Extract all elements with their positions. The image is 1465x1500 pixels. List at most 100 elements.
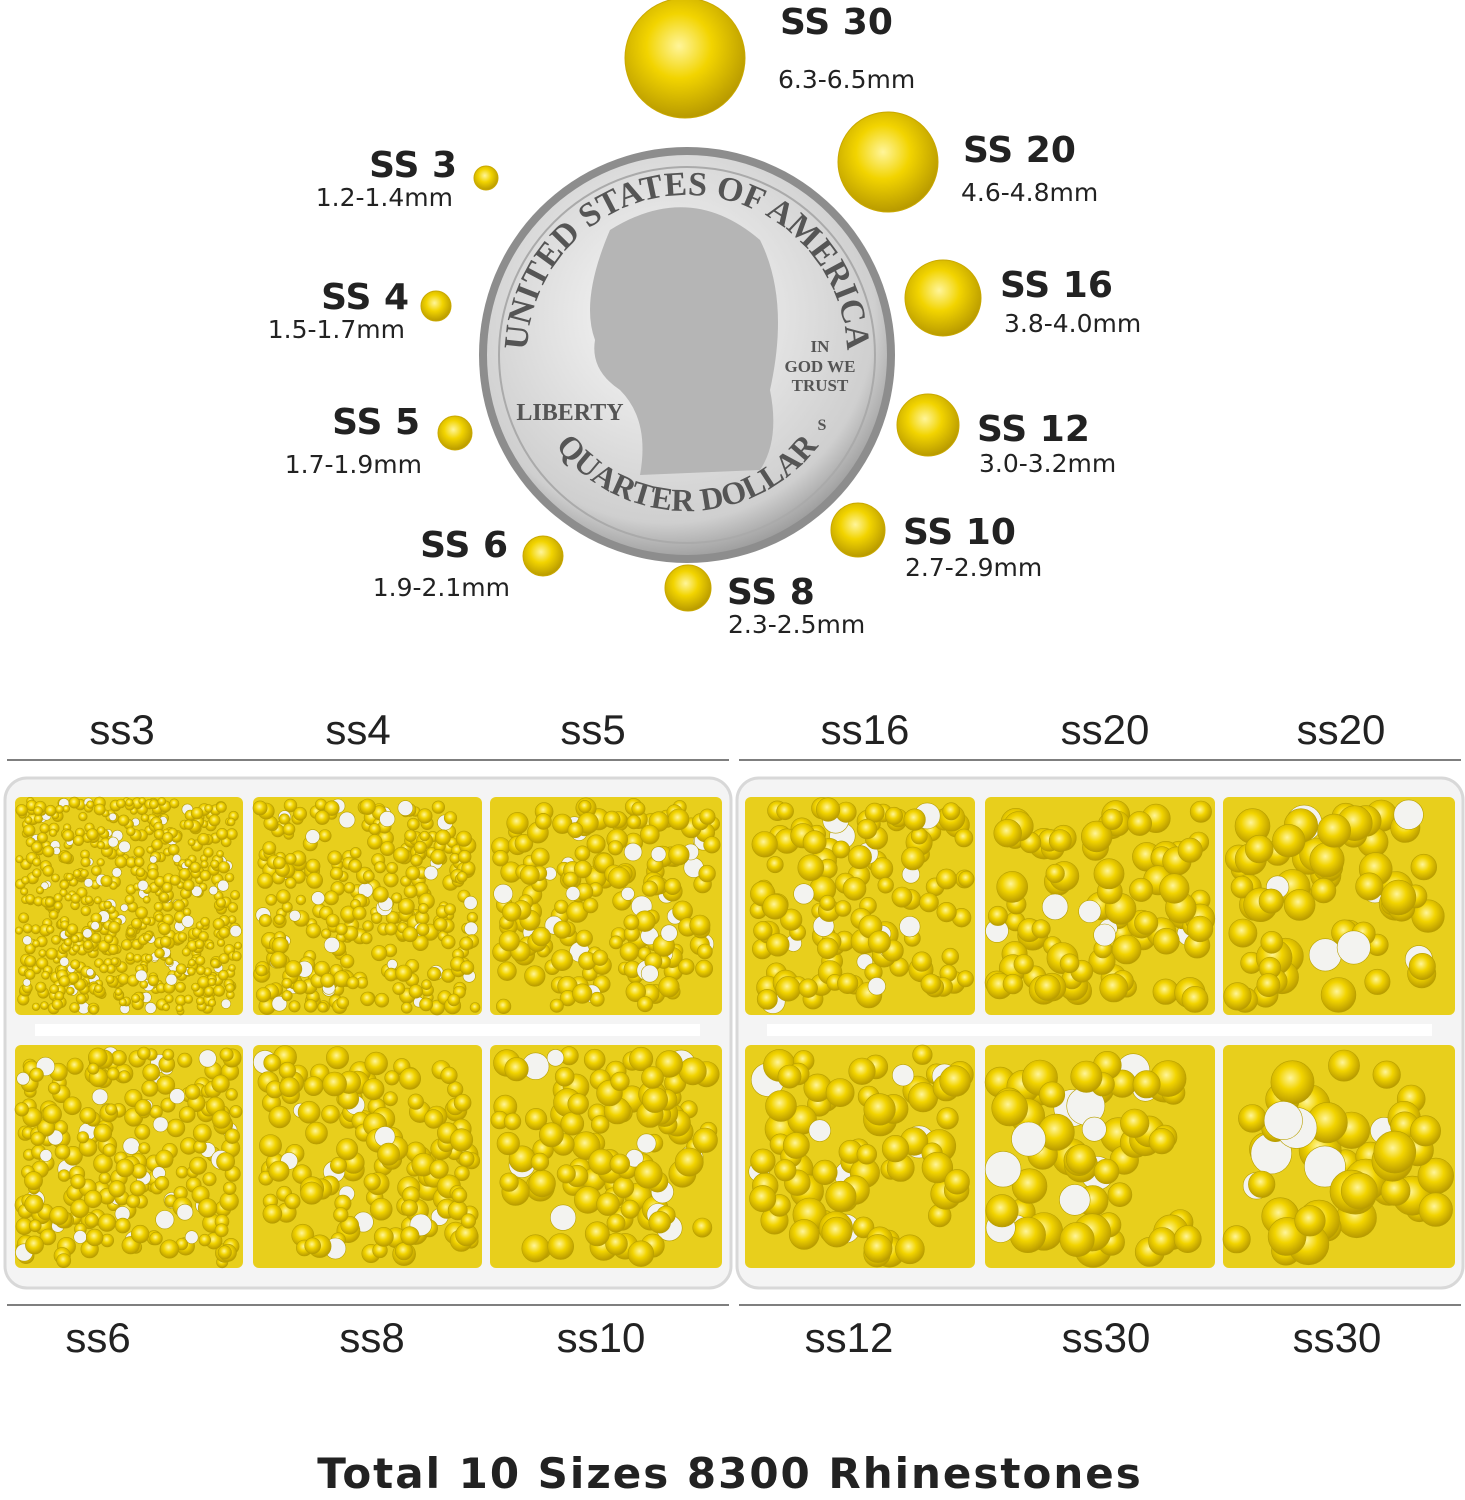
rhinestone <box>407 1093 424 1110</box>
size-range: 1.9-2.1mm <box>373 573 510 602</box>
rhinestone <box>160 1239 180 1259</box>
rhinestone <box>268 1105 291 1129</box>
rhinestone <box>699 808 716 825</box>
rhinestone <box>346 976 360 990</box>
rhinestone <box>262 841 277 855</box>
rhinestone <box>106 1067 120 1081</box>
rhinestone <box>1186 915 1214 943</box>
rhinestone <box>306 872 324 889</box>
rhinestone <box>216 850 224 858</box>
rhinestone <box>403 884 418 899</box>
rhinestone <box>224 1128 241 1144</box>
rhinestone <box>660 924 678 942</box>
size-chart: SS 30 6.3-6.5mm SS 20 4.6-4.8mm SS 16 3.8-4.0… <box>268 0 1141 639</box>
rhinestone <box>20 887 29 896</box>
rhinestone <box>24 1194 44 1214</box>
size-name: SS 6 <box>420 525 508 566</box>
rhinestone <box>911 951 932 972</box>
compartment-label: ss30 <box>1293 1314 1382 1361</box>
rhinestone <box>648 1210 671 1234</box>
rhinestone <box>502 902 522 922</box>
rhinestone <box>35 886 44 895</box>
rhinestone <box>70 1173 86 1190</box>
rhinestone <box>93 1153 113 1174</box>
size-range: 2.3-2.5mm <box>728 610 865 639</box>
rhinestone <box>400 1226 420 1246</box>
rhinestone <box>181 947 191 957</box>
rhinestone <box>85 1228 104 1247</box>
rhinestone <box>24 816 33 825</box>
rhinestone <box>637 996 654 1013</box>
rhinestone <box>837 111 939 213</box>
rhinestone <box>877 877 894 894</box>
rhinestone <box>1048 829 1072 853</box>
rhinestone <box>1340 1172 1378 1210</box>
rhinestone <box>372 886 389 903</box>
rhinestone <box>586 834 606 854</box>
rhinestone <box>895 1234 925 1265</box>
rhinestone <box>1308 938 1342 972</box>
rhinestone <box>107 836 119 848</box>
rhinestone <box>459 936 474 951</box>
rhinestone <box>936 868 957 890</box>
rhinestone <box>189 1156 208 1175</box>
rhinestone <box>262 1204 283 1224</box>
rhinestone <box>72 869 82 878</box>
rhinestone <box>143 933 152 942</box>
rhinestone <box>202 1172 217 1187</box>
size-name: SS 8 <box>727 572 815 613</box>
rhinestone <box>57 1169 71 1182</box>
rhinestone <box>881 1134 910 1163</box>
rhinestone <box>133 846 145 858</box>
rhinestone <box>539 1122 564 1148</box>
rhinestone <box>45 925 55 934</box>
rhinestone <box>68 796 81 809</box>
rhinestone <box>335 923 348 936</box>
rhinestone <box>198 1049 217 1068</box>
rhinestone <box>73 1230 87 1244</box>
rhinestone <box>220 998 232 1009</box>
rhinestone <box>49 1205 69 1226</box>
rhinestone <box>30 924 41 935</box>
rhinestone <box>65 872 74 882</box>
rhinestone <box>1153 927 1180 955</box>
rhinestone <box>53 901 63 911</box>
rhinestone <box>808 1119 831 1142</box>
rhinestone <box>1258 888 1284 914</box>
rhinestone <box>105 1103 118 1116</box>
rhinestone <box>383 872 399 888</box>
rhinestone <box>1372 1060 1401 1089</box>
rhinestone <box>867 977 886 996</box>
rhinestone <box>453 1093 472 1112</box>
rhinestone <box>1244 834 1274 864</box>
rhinestone <box>991 1089 1029 1127</box>
rhinestone <box>96 826 106 835</box>
coin-motto: GOD WE <box>784 357 855 376</box>
rhinestone <box>82 928 93 939</box>
rhinestone <box>1002 973 1024 995</box>
rhinestone <box>193 1140 207 1154</box>
rhinestone <box>362 920 374 932</box>
rhinestone <box>884 806 903 825</box>
rhinestone <box>118 1070 131 1083</box>
rhinestone <box>111 867 122 878</box>
rhinestone <box>367 834 383 850</box>
rhinestone <box>434 829 451 846</box>
rhinestone <box>126 826 136 837</box>
size-name: SS 16 <box>1000 265 1113 306</box>
rhinestone <box>53 893 63 903</box>
rhinestone <box>1408 952 1436 980</box>
compartment-label: ss12 <box>805 1314 894 1361</box>
rhinestone <box>172 899 185 912</box>
rhinestone <box>198 931 209 942</box>
rhinestone <box>591 949 609 966</box>
rhinestone <box>1120 1108 1150 1138</box>
rhinestone <box>190 806 204 820</box>
size-name: SS 12 <box>977 409 1090 450</box>
rhinestone <box>1228 918 1258 948</box>
rhinestone <box>847 845 872 870</box>
rhinestone <box>689 914 711 936</box>
footer: Total 10 Sizes 8300 Rhinestones <box>317 1449 1143 1498</box>
rhinestone <box>323 890 339 906</box>
rhinestone <box>148 799 159 810</box>
